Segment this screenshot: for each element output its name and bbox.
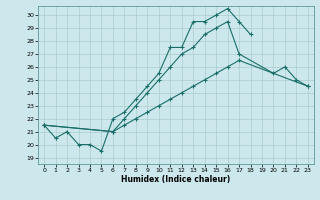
X-axis label: Humidex (Indice chaleur): Humidex (Indice chaleur) bbox=[121, 175, 231, 184]
